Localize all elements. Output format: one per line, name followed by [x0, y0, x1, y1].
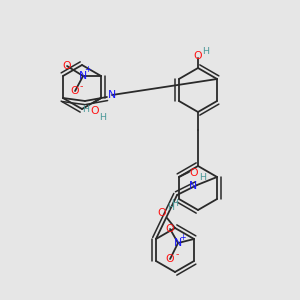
Text: H: H	[100, 112, 106, 122]
Text: N: N	[108, 90, 116, 100]
Text: O: O	[158, 208, 166, 218]
Text: -: -	[80, 82, 83, 91]
Text: -: -	[176, 250, 179, 260]
Text: H: H	[82, 106, 89, 115]
Text: H: H	[172, 200, 178, 208]
Text: O: O	[63, 61, 71, 71]
Text: O: O	[194, 51, 202, 61]
Text: H: H	[200, 173, 206, 182]
Text: N: N	[189, 181, 197, 191]
Text: N: N	[174, 238, 182, 248]
Text: H: H	[167, 203, 175, 212]
Text: O: O	[91, 106, 99, 116]
Text: O: O	[71, 86, 80, 96]
Text: N: N	[79, 71, 87, 81]
Text: O: O	[190, 168, 198, 178]
Text: O: O	[166, 254, 174, 264]
Text: H: H	[202, 46, 209, 56]
Text: +: +	[84, 65, 90, 74]
Text: O: O	[166, 224, 174, 234]
Text: +: +	[179, 232, 185, 242]
